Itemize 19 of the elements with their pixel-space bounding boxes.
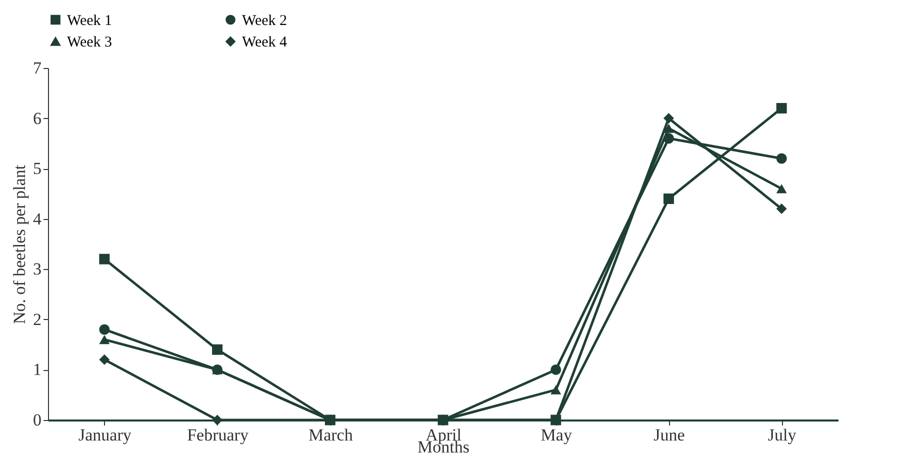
legend-label: Week 2: [242, 12, 288, 29]
x-tick-label: July: [768, 426, 797, 444]
x-tick-label: February: [187, 426, 249, 444]
y-tick-label: 6: [33, 108, 42, 128]
x-tick-label: January: [78, 426, 132, 444]
x-tick-label: June: [654, 426, 685, 444]
y-tick-label: 3: [33, 260, 42, 279]
legend-label: Week 4: [242, 34, 288, 50]
y-tick-label: 2: [33, 310, 42, 329]
x-tick-label: March: [308, 426, 354, 444]
y-tick-label: 4: [33, 209, 42, 228]
legend-label: Week 3: [67, 34, 112, 50]
y-tick-label: 0: [33, 410, 42, 430]
y-tick-label: 1: [33, 360, 42, 380]
y-tick-label: 7: [33, 58, 42, 78]
x-tick-label: May: [540, 426, 572, 444]
y-axis-title: No. of beetles per plant: [10, 164, 29, 324]
legend-label: Week 1: [67, 12, 112, 29]
y-tick-label: 5: [33, 159, 42, 178]
